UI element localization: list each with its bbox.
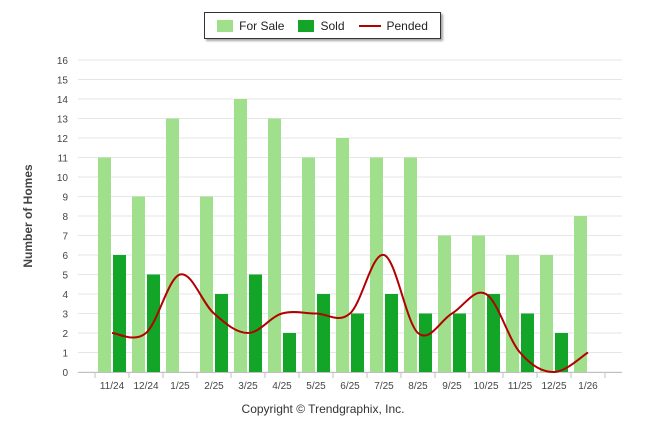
- bar-for-sale: [302, 157, 315, 372]
- y-tick-label: 13: [57, 115, 69, 126]
- x-tick-labels: 11/24 12/24 1/25 2/25 3/25 4/25 5/25 6/25 7/25 8/…: [100, 381, 598, 392]
- series-for-sale: [98, 99, 587, 372]
- legend-swatch-pended: [358, 24, 381, 27]
- bar-sold: [453, 313, 466, 372]
- x-tick-label: 11/25: [508, 381, 533, 392]
- x-tick-label: 1/25: [170, 381, 190, 392]
- bar-sold: [113, 255, 126, 372]
- credits-text[interactable]: Copyright © Trendgraphix, Inc.: [241, 402, 405, 416]
- y-tick-label: 5: [62, 271, 68, 282]
- y-tick-label: 6: [62, 251, 68, 262]
- legend: For Sale Sold Pended: [204, 12, 441, 39]
- x-tick-label: 12/24: [133, 381, 158, 392]
- bar-for-sale: [574, 216, 587, 372]
- axes: [78, 372, 622, 378]
- y-tick-label: 1: [62, 349, 68, 360]
- series-sold: [113, 255, 568, 372]
- legend-item-sold[interactable]: Sold: [298, 18, 345, 33]
- y-tick-label: 15: [57, 76, 69, 87]
- y-tick-label: 3: [62, 310, 68, 321]
- x-tick-label: 12/25: [541, 381, 566, 392]
- legend-label-sold: Sold: [320, 18, 345, 33]
- bar-for-sale: [472, 235, 485, 372]
- bar-sold: [385, 294, 398, 372]
- y-tick-label: 16: [57, 56, 69, 67]
- x-tick-label: 7/25: [374, 381, 394, 392]
- x-tick-label: 11/24: [100, 381, 125, 392]
- y-tick-label: 10: [57, 173, 69, 184]
- bar-for-sale: [166, 118, 179, 372]
- y-tick-label: 9: [62, 193, 68, 204]
- legend-swatch-sold: [298, 19, 315, 32]
- bar-for-sale: [404, 157, 417, 372]
- x-tick-label: 10/25: [473, 381, 498, 392]
- line-pended: [111, 254, 589, 374]
- bar-sold: [419, 313, 432, 372]
- x-tick-label: 8/25: [408, 381, 428, 392]
- legend-label-pended: Pended: [386, 18, 428, 33]
- y-axis-title: Number of Homes: [21, 164, 35, 268]
- bar-sold: [555, 333, 568, 372]
- y-tick-label: 8: [62, 212, 68, 223]
- x-tick-label: 6/25: [340, 381, 360, 392]
- x-tick-label: 3/25: [238, 381, 258, 392]
- y-tick-label: 14: [57, 95, 69, 106]
- legend-swatch-for-sale: [217, 19, 234, 32]
- bar-sold: [215, 294, 228, 372]
- x-tick-label: 2/25: [204, 381, 224, 392]
- x-tick-label: 4/25: [272, 381, 292, 392]
- bar-sold: [317, 294, 330, 372]
- bar-sold: [283, 333, 296, 372]
- series-pended: [111, 254, 589, 374]
- bar-for-sale: [98, 157, 111, 372]
- bar-for-sale: [506, 255, 519, 372]
- bar-sold: [351, 313, 364, 372]
- y-tick-label: 11: [58, 154, 69, 165]
- bar-for-sale: [268, 118, 281, 372]
- x-tick-label: 5/25: [306, 381, 326, 392]
- legend-label-for-sale: For Sale: [239, 18, 285, 33]
- legend-item-for-sale[interactable]: For Sale: [217, 19, 284, 33]
- bar-for-sale: [234, 99, 247, 372]
- y-tick-label: 12: [57, 134, 69, 145]
- x-tick-label: 1/26: [578, 381, 598, 392]
- y-tick-label: 2: [62, 329, 68, 340]
- bar-for-sale: [200, 196, 213, 372]
- x-tick-label: 9/25: [442, 381, 462, 392]
- bar-for-sale: [438, 235, 451, 372]
- y-tick-label: 0: [62, 368, 68, 379]
- bar-sold: [249, 274, 262, 372]
- y-tick-label: 4: [62, 290, 68, 301]
- y-tick-label: 7: [62, 232, 68, 243]
- legend-item-pended[interactable]: Pended: [358, 18, 428, 33]
- bar-for-sale: [540, 255, 553, 372]
- bar-for-sale: [370, 157, 383, 372]
- bar-for-sale: [132, 196, 145, 372]
- bar-for-sale: [336, 138, 349, 372]
- bar-sold: [487, 294, 500, 372]
